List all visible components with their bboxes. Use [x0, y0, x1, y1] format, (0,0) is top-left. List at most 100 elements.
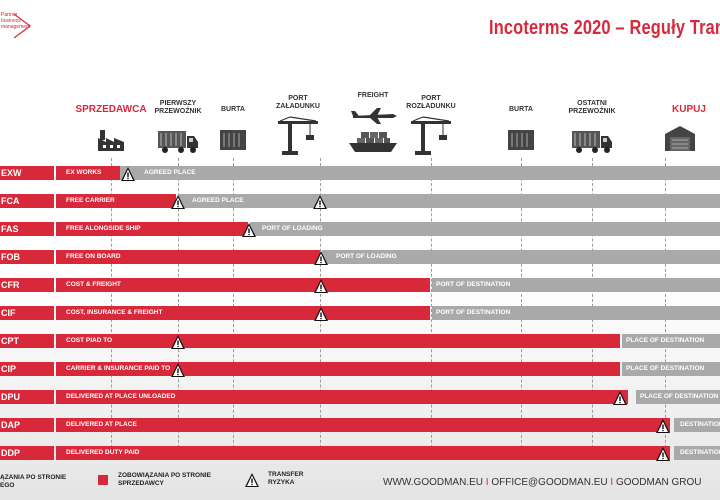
risk-transfer-icon — [314, 279, 328, 293]
buyer-obligation-bar: PORT OF DESTINATION — [432, 306, 720, 320]
delivery-point: PLACE OF DESTINATION — [626, 337, 705, 344]
term-code: DDP — [1, 448, 21, 458]
logo-icon — [13, 13, 31, 39]
legend-risk-icon — [245, 473, 259, 487]
risk-transfer-icon — [242, 223, 256, 237]
term-code-badge: DDP — [0, 446, 54, 460]
column-label: BURTA — [509, 106, 533, 113]
risk-transfer-icon — [656, 419, 670, 433]
incoterm-row-ddp: DDP DELIVERED DUTY PAID DESTINATION — [0, 446, 720, 460]
page-title: Incoterms 2020 – Reguły Transp — [489, 17, 720, 39]
incoterm-row-cip: CIP CARRIER & INSURANCE PAID TO PLACE OF… — [0, 362, 720, 376]
term-code-badge: FOB — [0, 250, 54, 264]
buyer-obligation-bar: PORT OF LOADING — [322, 250, 720, 264]
term-code-badge: CFR — [0, 278, 54, 292]
footer-contact: WWW.GOODMAN.EU I OFFICE@GOODMAN.EU I GOO… — [383, 477, 702, 488]
logo-text: Partner business management — [1, 12, 31, 30]
term-name: DELIVERED AT PLACE UNLOADED — [66, 393, 176, 400]
legend-seller-swatch — [98, 475, 108, 485]
seller-obligation-bar: DELIVERED AT PLACE UNLOADED — [56, 390, 628, 404]
term-name: DELIVERED AT PLACE — [66, 421, 137, 428]
delivery-point: AGREED PLACE — [192, 197, 244, 204]
footer-separator: I — [610, 477, 614, 488]
delivery-point: PORT OF LOADING — [336, 253, 397, 260]
column-label: BURTA — [221, 106, 245, 113]
footer-separator: I — [485, 477, 489, 488]
column-label: PORT ROZŁADUNKU — [406, 95, 456, 110]
term-code: CFR — [1, 280, 20, 290]
seller-obligation-bar: COST PIAD TO — [56, 334, 620, 348]
term-name: COST & FREIGHT — [66, 281, 121, 288]
term-name: COST, INSURANCE & FREIGHT — [66, 309, 163, 316]
incoterm-row-fas: FAS FREE ALONGSIDE SHIP PORT OF LOADING — [0, 222, 720, 236]
buyer-obligation-bar: PLACE OF DESTINATION — [622, 334, 720, 348]
term-code-badge: DAP — [0, 418, 54, 432]
email-link[interactable]: OFFICE@GOODMAN.EU — [491, 477, 608, 488]
column-label: SPRZEDAWCA — [75, 104, 147, 115]
legend-seller-obligations: ZOBOWIĄZANIA PO STRONIE SPRZEDAWCY — [118, 472, 211, 487]
column-label: KUPUJ — [672, 104, 706, 115]
column-label: PIERWSZY PRZEWOŹNIK — [154, 100, 202, 115]
incoterm-row-fob: FOB FREE ON BOARD PORT OF LOADING — [0, 250, 720, 264]
term-code: FCA — [1, 196, 20, 206]
seller-obligation-bar: COST, INSURANCE & FREIGHT — [56, 306, 430, 320]
risk-transfer-icon — [171, 195, 185, 209]
delivery-point: PORT OF LOADING — [262, 225, 323, 232]
buyer-obligation-bar: AGREED PLACE — [178, 194, 720, 208]
buyer-obligation-bar: DESTINATION — [674, 418, 720, 432]
term-code-badge: EXW — [0, 166, 54, 180]
seller-obligation-bar: FREE ALONGSIDE SHIP — [56, 222, 248, 236]
seller-obligation-bar: FREE ON BOARD — [56, 250, 320, 264]
crane-icon — [278, 116, 318, 155]
seller-obligation-bar: CARRIER & INSURANCE PAID TO — [56, 362, 620, 376]
term-code: DAP — [1, 420, 21, 430]
incoterm-row-cfr: CFR COST & FREIGHT PORT OF DESTINATION — [0, 278, 720, 292]
incoterm-row-cpt: CPT COST PIAD TO PLACE OF DESTINATION — [0, 334, 720, 348]
container-icon — [508, 130, 534, 150]
risk-transfer-icon — [314, 307, 328, 321]
term-name: FREE ON BOARD — [66, 253, 121, 260]
factory-icon — [98, 130, 124, 151]
term-name: CARRIER & INSURANCE PAID TO — [66, 365, 171, 372]
container-icon — [220, 130, 246, 150]
incoterm-row-cif: CIF COST, INSURANCE & FREIGHT PORT OF DE… — [0, 306, 720, 320]
column-label: FREIGHT — [357, 92, 389, 99]
term-code-badge: DPU — [0, 390, 54, 404]
seller-obligation-bar: DELIVERED AT PLACE — [56, 418, 670, 432]
legend-risk-transfer: TRANSFER RYZYKA — [268, 471, 304, 486]
risk-transfer-icon — [656, 447, 670, 461]
term-code-badge: FAS — [0, 222, 54, 236]
term-name: DELIVERED DUTY PAID — [66, 449, 140, 456]
term-code: CIP — [1, 364, 17, 374]
column-label: PORT ZAŁADUNKU — [276, 95, 320, 110]
delivery-point: DESTINATION — [680, 449, 720, 456]
term-code-badge: CIF — [0, 306, 54, 320]
buyer-obligation-bar: DESTINATION — [674, 446, 720, 460]
risk-transfer-icon — [171, 363, 185, 377]
incoterm-row-dpu: DPU DELIVERED AT PLACE UNLOADED PLACE OF… — [0, 390, 720, 404]
term-name: EX WORKS — [66, 169, 102, 176]
legend-buyer-obligations: ĄZANIA PO STRONIE EGO — [0, 474, 67, 489]
delivery-point: DESTINATION — [680, 421, 720, 428]
delivery-point: PORT OF DESTINATION — [436, 281, 511, 288]
buyer-obligation-bar: PLACE OF DESTINATION — [636, 390, 720, 404]
term-code: FOB — [1, 252, 20, 262]
delivery-point: PLACE OF DESTINATION — [626, 365, 705, 372]
delivery-point: PLACE OF DESTINATION — [640, 393, 719, 400]
website-link[interactable]: WWW.GOODMAN.EU — [383, 477, 483, 488]
buyer-obligation-bar: PLACE OF DESTINATION — [622, 362, 720, 376]
seller-obligation-bar: COST & FREIGHT — [56, 278, 430, 292]
buyer-obligation-bar: PORT OF LOADING — [250, 222, 720, 236]
incoterm-row-exw: EXW EX WORKS AGREED PLACE — [0, 166, 720, 180]
seller-obligation-bar: EX WORKS — [56, 166, 120, 180]
term-code: CPT — [1, 336, 19, 346]
term-name: FREE ALONGSIDE SHIP — [66, 225, 141, 232]
warehouse-icon — [665, 126, 695, 151]
term-code: DPU — [1, 392, 21, 402]
term-code-badge: CPT — [0, 334, 54, 348]
delivery-point: AGREED PLACE — [144, 169, 196, 176]
delivery-point: PORT OF DESTINATION — [436, 309, 511, 316]
buyer-obligation-bar: AGREED PLACE — [120, 166, 720, 180]
incoterm-row-fca: FCA FREE CARRIER AGREED PLACE — [0, 194, 720, 208]
term-name: COST PIAD TO — [66, 337, 113, 344]
